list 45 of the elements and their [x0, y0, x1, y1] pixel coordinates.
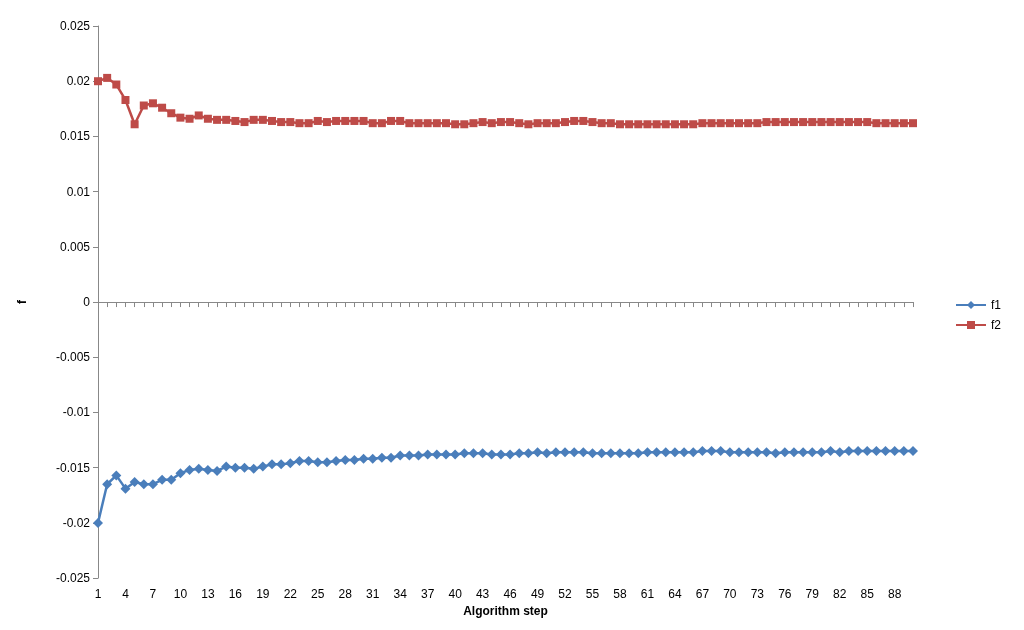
y-tick-label: -0.025 — [55, 571, 91, 586]
x-tick-label: 22 — [283, 587, 298, 602]
x-tick-label: 64 — [668, 587, 682, 602]
y-tick-label: 0.025 — [59, 19, 91, 33]
x-tick-label: 46 — [503, 587, 518, 602]
x-tick-label: 16 — [228, 587, 243, 602]
x-tick-label: 85 — [860, 587, 875, 602]
x-tick-label: 13 — [201, 587, 215, 602]
y-tick-label: -0.005 — [55, 350, 91, 365]
legend-label: f2 — [990, 318, 1002, 332]
x-tick-label: 25 — [311, 587, 325, 602]
x-tick-label: 82 — [833, 587, 847, 602]
x-tick-label: 34 — [393, 587, 408, 602]
y-tick-label: 0.02 — [66, 74, 91, 89]
x-tick-label: 43 — [475, 587, 490, 602]
y-tick-label: -0.015 — [55, 460, 91, 475]
x-tick-label: 73 — [750, 587, 765, 602]
x-tick-label: 61 — [640, 587, 655, 602]
x-tick-label: 7 — [149, 587, 157, 602]
x-tick-label: 37 — [420, 587, 435, 602]
x-tick-label: 4 — [122, 587, 130, 602]
y-tick-label: 0.005 — [59, 239, 91, 254]
y-tick-label: 0 — [83, 295, 91, 310]
x-tick-label: 67 — [695, 587, 710, 602]
x-tick-label: 40 — [448, 587, 463, 602]
x-tick-label: 19 — [256, 587, 270, 602]
x-tick-label: 49 — [530, 587, 545, 602]
y-axis-title: f — [15, 299, 29, 305]
x-axis-title: Algorithm step — [463, 604, 548, 618]
legend-label: f1 — [990, 298, 1002, 312]
x-tick-label: 52 — [558, 587, 573, 602]
x-tick-label: 31 — [366, 587, 380, 602]
y-tick-label: 0.015 — [59, 129, 91, 144]
y-tick-label: 0.01 — [66, 184, 91, 199]
x-tick-label: 79 — [805, 587, 820, 602]
x-tick-label: 28 — [338, 587, 353, 602]
y-tick-label: -0.02 — [62, 515, 91, 530]
x-tick-label: 76 — [778, 587, 792, 602]
x-tick-label: 70 — [723, 587, 737, 602]
x-tick-label: 1 — [94, 587, 102, 602]
x-tick-label: 55 — [585, 587, 600, 602]
x-tick-label: 88 — [888, 587, 902, 602]
x-tick-label: 10 — [173, 587, 188, 602]
y-tick-label: -0.01 — [62, 405, 91, 420]
x-tick-label: 58 — [613, 587, 627, 602]
